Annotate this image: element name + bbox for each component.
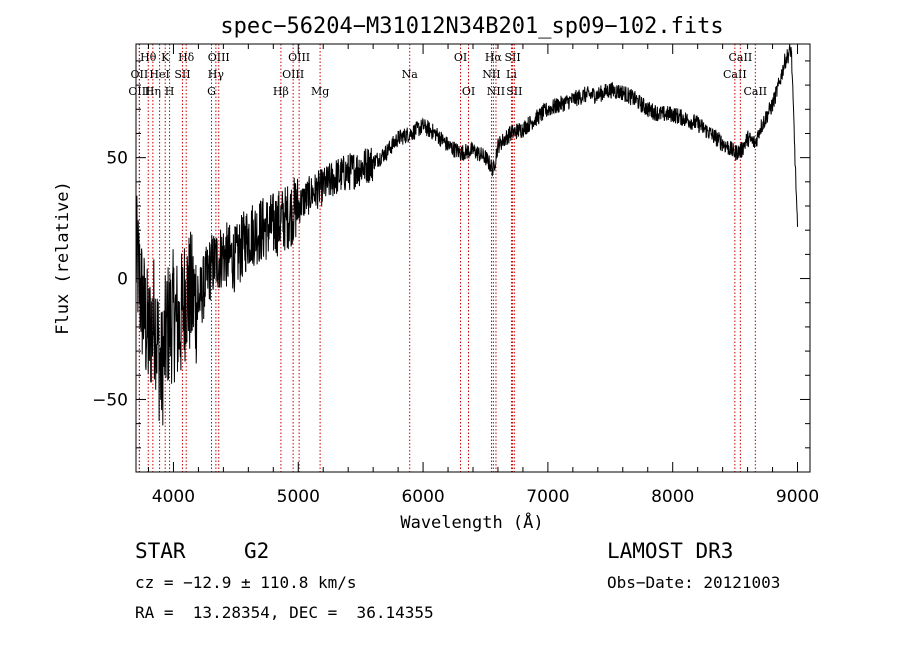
y-tick-label: −50 (92, 390, 128, 410)
x-tick-label: 8000 (651, 487, 694, 507)
obs-date: Obs−Date: 20121003 (607, 573, 781, 592)
line-label: CaII (723, 68, 747, 81)
line-label: CaII (743, 85, 767, 98)
object-class: STAR (135, 539, 186, 563)
line-label: H (165, 85, 175, 98)
x-tick-label: 5000 (277, 487, 320, 507)
y-tick-label: 50 (106, 149, 128, 169)
line-label: SII (506, 85, 522, 98)
line-label: NII (487, 85, 505, 98)
y-axis-ticks: −50 0 50 (92, 60, 810, 449)
line-label: G (207, 85, 216, 98)
line-label: Hα (485, 51, 503, 64)
line-label: OIII (282, 68, 304, 81)
redshift-readout: cz = −12.9 ± 110.8 km/s (135, 573, 357, 592)
line-label: K (161, 51, 170, 64)
x-axis-ticks: 4000 5000 6000 7000 8000 9000 (147, 44, 819, 507)
line-label: OIII (128, 85, 150, 98)
y-tick-label: 0 (117, 270, 128, 290)
object-subclass: G2 (244, 539, 270, 563)
line-label: OIII (288, 51, 310, 64)
line-label: SII (504, 51, 520, 64)
line-label: Hγ (208, 68, 225, 81)
line-label: Li (506, 68, 517, 81)
spectrum-layer (135, 44, 798, 426)
plot-frame (135, 43, 811, 473)
line-label: Mg (311, 85, 329, 98)
x-tick-label: 9000 (776, 487, 819, 507)
line-label: Hη (145, 85, 161, 98)
spectrum-line (135, 44, 798, 426)
x-axis-label: Wavelength (Å) (400, 511, 543, 533)
coordinates-readout: RA = 13.28354, DEC = 36.14355 (135, 603, 434, 622)
line-label: SII (174, 68, 190, 81)
survey-name: LAMOST DR3 (607, 539, 734, 563)
line-label: NII (482, 68, 500, 81)
line-label: Hδ (178, 51, 195, 64)
line-label: OI (454, 51, 467, 64)
line-label: Na (402, 68, 419, 81)
chart-title: spec−56204−M31012N34B201_sp09−102.fits (220, 14, 723, 39)
x-tick-label: 6000 (401, 487, 444, 507)
line-label: OII (131, 68, 149, 81)
y-axis-label: Flux (relative) (53, 181, 73, 335)
line-label: CaII (729, 51, 753, 64)
x-tick-label: 7000 (526, 487, 569, 507)
line-label: OIII (208, 51, 230, 64)
line-label: Hθ (140, 51, 157, 64)
x-tick-label: 4000 (152, 487, 195, 507)
line-label: Hβ (273, 85, 289, 98)
line-label: HeI (149, 68, 169, 81)
line-label: OI (462, 85, 475, 98)
